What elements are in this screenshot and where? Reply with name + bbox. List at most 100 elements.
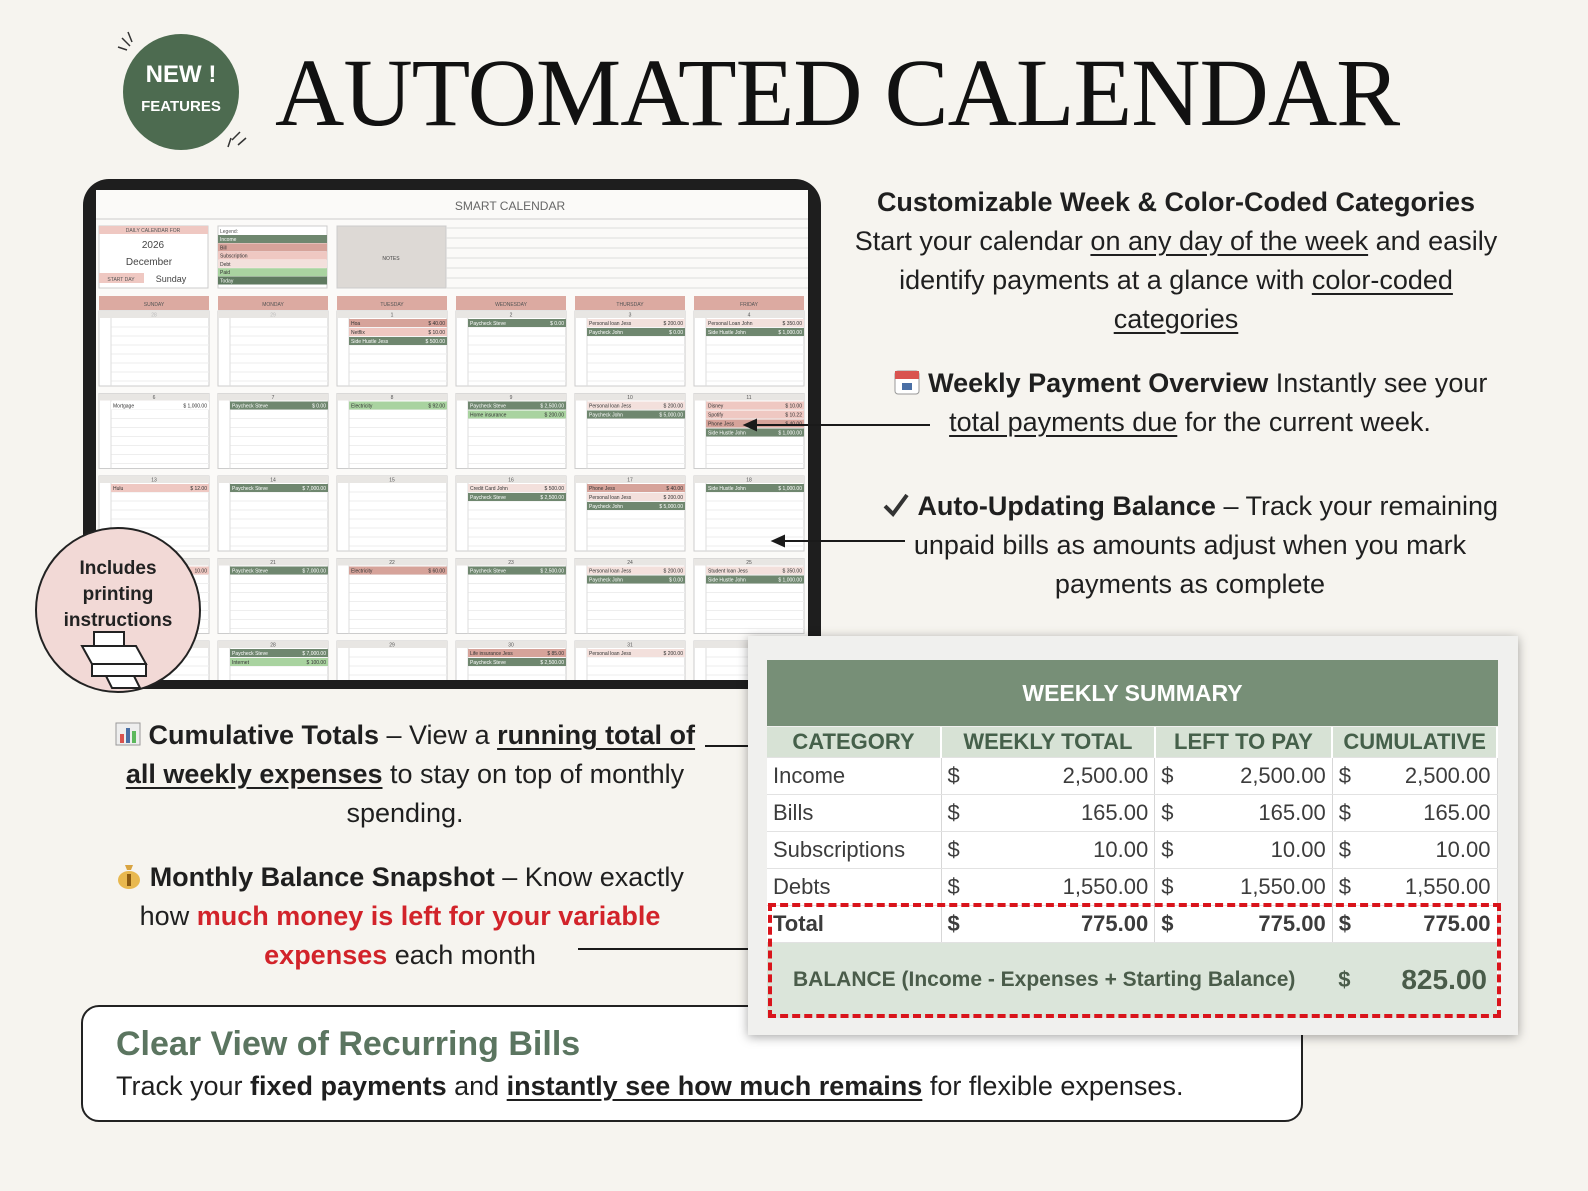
calendar-icon (894, 370, 920, 395)
day-number: 15 (389, 478, 395, 484)
amount: 165.00 (1364, 794, 1498, 832)
entry (230, 401, 328, 410)
summary-row: Bills $165.00 $165.00 $165.00 (767, 794, 1498, 832)
amount: 165.00 (973, 794, 1156, 832)
entry-amount: $ 200.00 (664, 569, 684, 575)
day-header-label: SUNDAY (144, 302, 165, 308)
day-number: 9 (510, 395, 513, 401)
badge-line2: FEATURES (141, 98, 221, 115)
entry-name: Paycheck Steve (232, 569, 268, 575)
entry-amount: $ 7,000.00 (302, 569, 326, 575)
day-number-bar (218, 393, 328, 401)
entry-amount: $ 1,000.00 (778, 486, 802, 492)
amount: 1,550.00 (1187, 868, 1333, 906)
day-number: 25 (746, 560, 752, 566)
entry-amount: $ 2,500.00 (540, 404, 564, 410)
entry (706, 428, 804, 437)
entry-amount: $ 0.00 (669, 578, 683, 584)
entry (468, 566, 566, 575)
entry (587, 401, 685, 410)
notes-label: NOTES (382, 256, 400, 262)
entry-name: Paycheck Steve (470, 404, 506, 410)
calendar: SMART CALENDAR DAILY CALENDAR FOR 2026 Dece… (96, 199, 808, 680)
entry-amount: $ 0.00 (669, 330, 683, 336)
entry-amount: $ 200.00 (664, 495, 684, 501)
day-number: 28 (151, 313, 157, 319)
badge: NEW ! FEATURES (117, 31, 247, 150)
currency: $ (1332, 794, 1365, 832)
feature-link: total payments due (949, 407, 1178, 437)
entry (587, 328, 685, 336)
entry-amount: $ 1,000.00 (778, 578, 802, 584)
title: AUTOMATED CALENDAR (275, 39, 1400, 146)
day-number-bar (337, 311, 447, 318)
entry (230, 658, 328, 666)
entry-name: Disney (708, 404, 724, 410)
entry-amount: $ 60.00 (428, 569, 445, 575)
entry-name: Paycheck Steve (470, 660, 506, 666)
row-label: Debts (767, 868, 942, 906)
entry-amount: $ 1,000.00 (778, 330, 802, 336)
entry (706, 410, 804, 419)
day-number-bar (694, 558, 804, 566)
start-day-header (99, 273, 144, 283)
legend-swatch (218, 268, 327, 277)
currency: $ (941, 905, 974, 943)
legend-swatch (218, 243, 327, 252)
entry-name: Personal loan Jess (589, 495, 632, 501)
day-header-label: FRIDAY (740, 302, 759, 308)
balance-row: BALANCE (Income - Expenses + Starting Ba… (767, 942, 1497, 1018)
settings-label: DAILY CALENDAR FOR (126, 228, 181, 234)
summary-panel: WEEKLY SUMMARY CATEGORY WEEKLY TOTAL LEFT … (748, 636, 1518, 1035)
feature-text: for the current week. (1177, 407, 1431, 437)
day-number-bar (694, 476, 804, 483)
day-number: 11 (746, 395, 751, 401)
entry (706, 319, 804, 327)
entry-amount: $ 92.00 (428, 404, 445, 410)
entry-name: Paycheck Steve (470, 321, 506, 327)
feature-customizable: Customizable Week & Color-Coded Categori… (836, 183, 1516, 339)
entry-name: Paycheck John (589, 330, 623, 336)
amount: 775.00 (1364, 905, 1498, 943)
entry-name: Personal Loan John (708, 321, 753, 327)
day-header-label: TUESDAY (380, 302, 404, 308)
day-number: 6 (153, 395, 156, 401)
currency: $ (1154, 757, 1188, 795)
day-number: 10 (627, 395, 633, 401)
entry (587, 493, 685, 501)
entry-amount: $ 2,500.00 (540, 569, 564, 575)
row-label: Income (767, 757, 942, 795)
entry (468, 410, 566, 419)
feature-text: – Track your remaining unpaid bills as a… (913, 491, 1499, 599)
day-number: 13 (151, 478, 157, 484)
highlight-box (768, 903, 1501, 1018)
column-header: CUMULATIVE (1332, 727, 1498, 758)
header-row: CATEGORY WEEKLY TOTAL LEFT TO PAY CUMULATIV… (767, 727, 1498, 758)
total-row: Total $775.00 $775.00 $775.00 (767, 905, 1498, 943)
day-number: 14 (270, 478, 276, 484)
entry (468, 401, 566, 410)
day-number-bar (575, 558, 685, 566)
entry-name: Paycheck John (589, 504, 623, 510)
entry-amount: $ 85.00 (547, 651, 564, 657)
day-header (218, 296, 328, 310)
day-number-bar (99, 311, 209, 318)
day-number-bar (456, 311, 566, 318)
feature-snapshot: Monthly Balance Snapshot – Know exactly … (100, 858, 700, 975)
entry-amount: $ 350.00 (783, 569, 803, 575)
entry (706, 575, 804, 584)
day-header-label: MONDAY (262, 302, 284, 308)
day-number-bar (694, 311, 804, 318)
entry-amount: $ 100.00 (307, 660, 327, 666)
entry-amount: $ 200.00 (545, 413, 565, 419)
bold-text: fixed payments (250, 1071, 447, 1101)
day-number-bar (575, 641, 685, 648)
day-number-bar (337, 641, 447, 648)
amount: 2,500.00 (973, 757, 1156, 795)
legend-title: Legend: (220, 229, 238, 235)
entry (587, 484, 685, 492)
entry (230, 484, 328, 492)
entry-name: Paycheck John (589, 578, 623, 584)
amount: 775.00 (973, 905, 1156, 943)
